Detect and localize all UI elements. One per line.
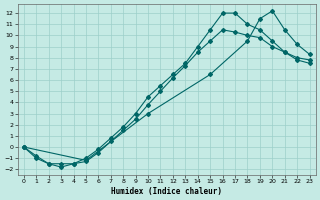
X-axis label: Humidex (Indice chaleur): Humidex (Indice chaleur) bbox=[111, 187, 222, 196]
